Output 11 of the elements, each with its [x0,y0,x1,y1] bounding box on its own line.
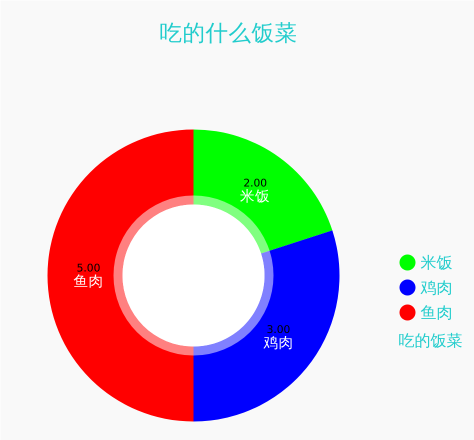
data-label: 2.00 [243,176,268,190]
slice-label: 鱼肉 [74,273,104,290]
data-label: 3.00 [266,323,291,336]
data-label: 5.00 [76,262,101,274]
legend-title: 吃的饭菜 [398,331,462,350]
slice-label: 米饭 [240,188,270,206]
legend-label: 鸡肉 [420,278,452,297]
legend-label: 米饭 [420,253,452,272]
legend-label: 鱼肉 [420,303,452,322]
slice-label: 鸡肉 [262,334,294,352]
chart-title: 吃的什么饭菜 [160,20,298,46]
